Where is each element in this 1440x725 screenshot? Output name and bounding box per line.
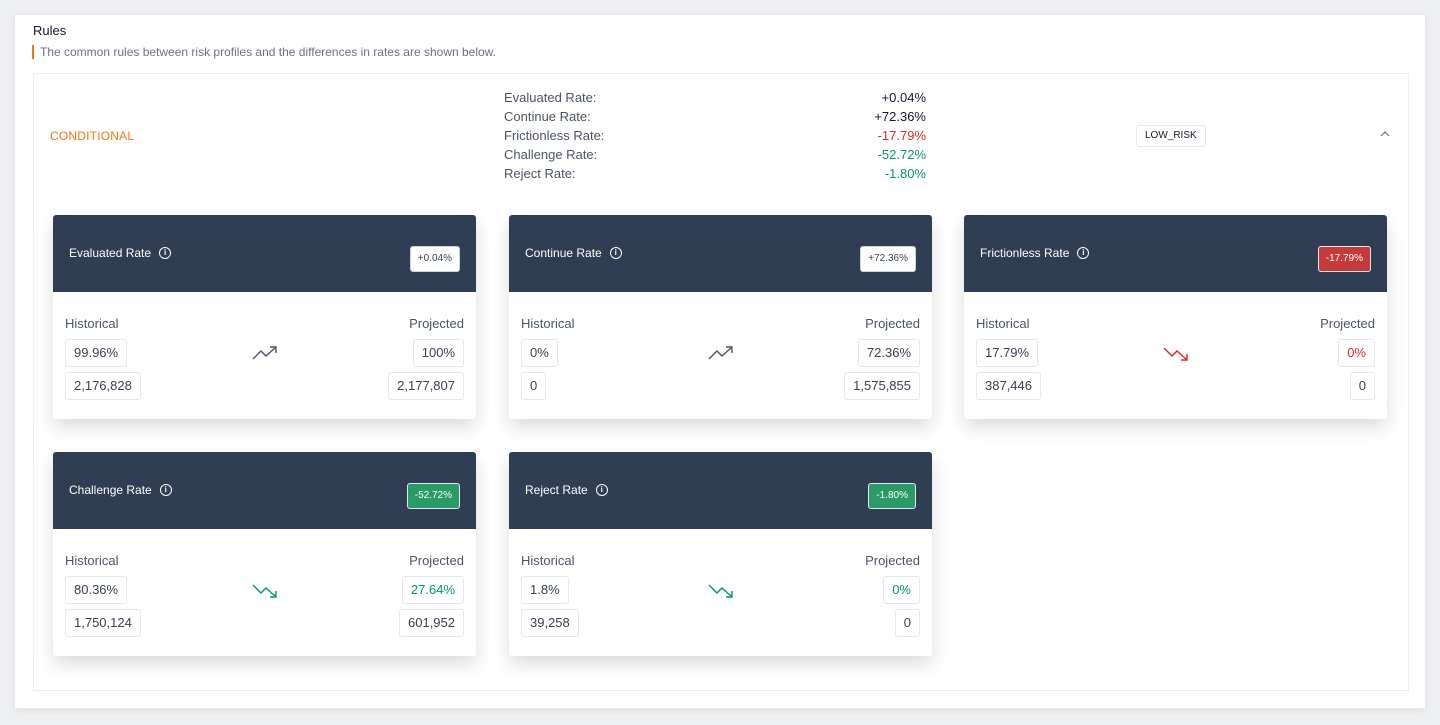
info-icon[interactable]: i [159, 484, 172, 496]
historical-count: 39,258 [521, 609, 579, 637]
rate-card-challenge: Challenge Rate i -52.72% Historical Proj… [53, 452, 476, 656]
delta-badge: -52.72% [406, 483, 460, 509]
card-title: Continue Rate [525, 246, 602, 260]
historical-label: Historical [65, 553, 119, 568]
card-title-wrap: Challenge Rate i [69, 483, 172, 497]
rate-value: -1.80% [884, 166, 926, 181]
rate-card-frictionless: Frictionless Rate i -17.79% Historical P… [964, 215, 1387, 419]
rate-label: Frictionless Rate: [504, 128, 605, 143]
rate-row: Reject Rate: -1.80% [504, 164, 926, 183]
info-icon[interactable]: i [1077, 247, 1090, 259]
projected-label: Projected [865, 553, 920, 568]
card-title-wrap: Evaluated Rate i [69, 246, 172, 260]
delta-badge: -1.80% [868, 483, 916, 509]
collapse-chevron-icon[interactable] [1380, 126, 1390, 140]
page-subtitle: The common rules between risk profiles a… [32, 45, 496, 59]
historical-count: 2,176,828 [65, 372, 141, 400]
historical-percent: 99.96% [65, 339, 128, 367]
info-icon[interactable]: i [595, 484, 608, 496]
historical-percent: 80.36% [65, 576, 128, 604]
card-header: Reject Rate i -1.80% [509, 452, 932, 529]
card-title-wrap: Continue Rate i [525, 246, 622, 260]
projected-label: Projected [409, 316, 464, 331]
card-header: Continue Rate i +72.36% [509, 215, 932, 292]
card-header: Challenge Rate i -52.72% [53, 452, 476, 529]
trending-up-icon [708, 346, 733, 360]
page-title: Rules [33, 23, 67, 38]
historical-count: 0 [521, 372, 547, 400]
rate-label: Reject Rate: [504, 166, 576, 181]
historical-percent: 17.79% [976, 339, 1039, 367]
card-title: Frictionless Rate [980, 246, 1070, 260]
projected-label: Projected [409, 553, 464, 568]
projected-count: 601,952 [399, 609, 464, 637]
projected-count: 0 [1349, 372, 1375, 400]
rate-card-evaluated: Evaluated Rate i +0.04% Historical Proje… [53, 215, 476, 419]
historical-label: Historical [521, 316, 575, 331]
projected-label: Projected [865, 316, 920, 331]
card-title-wrap: Frictionless Rate i [980, 246, 1090, 260]
trending-down-icon [1163, 347, 1188, 361]
trending-down-icon [252, 584, 277, 598]
projected-count: 0 [894, 609, 920, 637]
rule-type-label: CONDITIONAL [50, 129, 135, 143]
projected-count: 1,575,855 [844, 372, 920, 400]
card-title-wrap: Reject Rate i [525, 483, 608, 497]
historical-count: 387,446 [976, 372, 1041, 400]
card-header: Evaluated Rate i +0.04% [53, 215, 476, 292]
rules-page: Rules The common rules between risk prof… [14, 14, 1426, 709]
historical-label: Historical [65, 316, 119, 331]
delta-badge: -17.79% [1317, 246, 1371, 272]
projected-count: 2,177,807 [388, 372, 464, 400]
historical-label: Historical [521, 553, 575, 568]
delta-badge: +0.04% [409, 246, 460, 272]
historical-percent: 0% [521, 339, 558, 367]
card-header: Frictionless Rate i -17.79% [964, 215, 1387, 292]
rate-value: -17.79% [877, 128, 926, 143]
risk-profile-badge: LOW_RISK [1136, 125, 1206, 147]
rate-row: Challenge Rate: -52.72% [504, 145, 926, 164]
trending-up-icon [252, 346, 277, 360]
card-title: Challenge Rate [69, 483, 152, 497]
card-title: Evaluated Rate [69, 246, 152, 260]
projected-percent: 100% [412, 339, 464, 367]
rate-label: Evaluated Rate: [504, 90, 597, 105]
rate-card-continue: Continue Rate i +72.36% Historical Proje… [509, 215, 932, 419]
projected-percent: 72.36% [857, 339, 920, 367]
rate-value: +0.04% [881, 90, 926, 105]
info-icon[interactable]: i [159, 247, 172, 259]
rate-card-reject: Reject Rate i -1.80% Historical Projecte… [509, 452, 932, 656]
rate-value: -52.72% [877, 147, 926, 162]
info-icon[interactable]: i [609, 247, 622, 259]
projected-percent: 0% [883, 576, 920, 604]
card-title: Reject Rate [525, 483, 588, 497]
projected-label: Projected [1320, 316, 1375, 331]
projected-percent: 27.64% [401, 576, 464, 604]
rate-value: +72.36% [874, 109, 926, 124]
rate-row: Evaluated Rate: +0.04% [504, 88, 926, 107]
delta-badge: +72.36% [860, 246, 916, 272]
rate-row: Continue Rate: +72.36% [504, 107, 926, 126]
rates-summary: Evaluated Rate: +0.04% Continue Rate: +7… [504, 88, 926, 183]
rate-row: Frictionless Rate: -17.79% [504, 126, 926, 145]
projected-percent: 0% [1338, 339, 1375, 367]
historical-label: Historical [976, 316, 1030, 331]
rule-panel: CONDITIONAL Evaluated Rate: +0.04% Conti… [33, 73, 1409, 691]
trending-down-icon [708, 584, 733, 598]
historical-count: 1,750,124 [65, 609, 141, 637]
rate-label: Continue Rate: [504, 109, 591, 124]
rate-label: Challenge Rate: [504, 147, 598, 162]
historical-percent: 1.8% [521, 576, 569, 604]
